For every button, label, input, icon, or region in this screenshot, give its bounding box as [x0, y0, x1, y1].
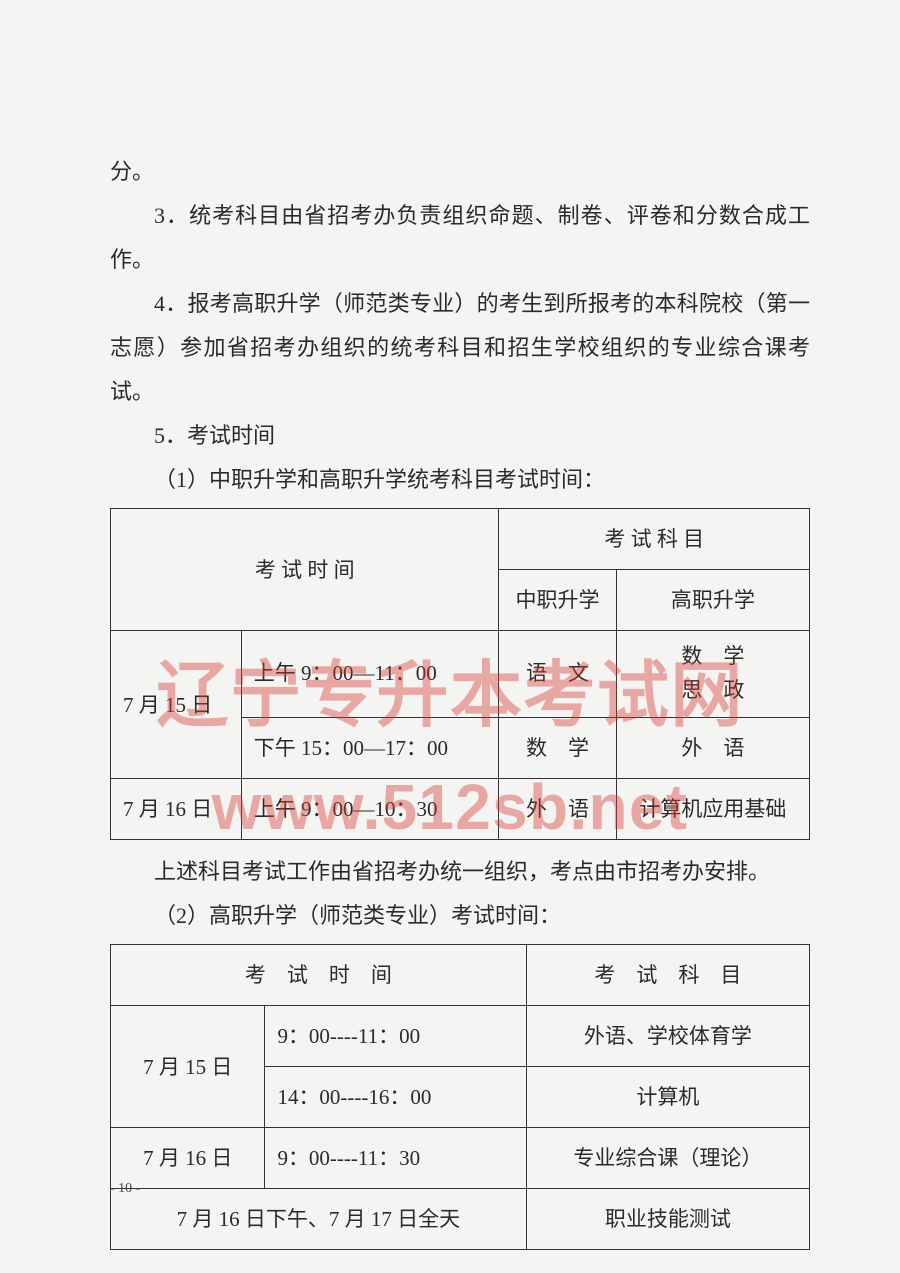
- cell-slot: 14：00----16：00: [265, 1067, 526, 1128]
- cell-slot: 9：00----11：30: [265, 1128, 526, 1189]
- cell-line: 数 学: [623, 640, 803, 674]
- cell-date: 7 月 15 日: [111, 1006, 265, 1128]
- cell-subject: 计算机应用基础: [616, 779, 809, 840]
- page-number: - 10 -: [110, 1175, 140, 1203]
- cell-subject: 外 语: [499, 779, 616, 840]
- cell-date: 7 月 16 日: [111, 779, 242, 840]
- header-time: 考 试 时 间: [111, 509, 499, 631]
- paragraph-7: 上述科目考试工作由省招考办统一组织，考点由市招考办安排。: [110, 850, 810, 894]
- table-row: 考 试 时 间 考 试 科 目: [111, 509, 810, 570]
- cell-subject: 语 文: [499, 631, 616, 718]
- table-row: 7 月 16 日 上午 9：00—10：30 外 语 计算机应用基础: [111, 779, 810, 840]
- table-row: 7 月 16 日下午、7 月 17 日全天 职业技能测试: [111, 1189, 810, 1250]
- paragraph-8: （2）高职升学（师范类专业）考试时间：: [110, 894, 810, 938]
- cell-slot: 下午 15：00—17：00: [241, 718, 499, 779]
- document-page: 分。 3．统考科目由省招考办负责组织命题、制卷、评卷和分数合成工作。 4．报考高…: [0, 0, 900, 1273]
- header-zhongzhi: 中职升学: [499, 570, 616, 631]
- cell-slot: 上午 9：00—10：30: [241, 779, 499, 840]
- cell-slot: 上午 9：00—11：00: [241, 631, 499, 718]
- header-time: 考 试 时 间: [111, 945, 527, 1006]
- paragraph-6: （1）中职升学和高职升学统考科目考试时间：: [110, 458, 810, 502]
- paragraph-5: 5．考试时间: [110, 414, 810, 458]
- cell-line: 思 政: [623, 674, 803, 708]
- cell-subject: 计算机: [526, 1067, 809, 1128]
- cell-date-full: 7 月 16 日下午、7 月 17 日全天: [111, 1189, 527, 1250]
- header-subject: 考 试 科 目: [499, 509, 810, 570]
- table-row: 考 试 时 间 考 试 科 目: [111, 945, 810, 1006]
- cell-subject: 数 学 思 政: [616, 631, 809, 718]
- table-row: 7 月 16 日 9：00----11：30 专业综合课（理论）: [111, 1128, 810, 1189]
- schedule-table-1: 考 试 时 间 考 试 科 目 中职升学 高职升学 7 月 15 日 上午 9：…: [110, 508, 810, 840]
- paragraph-3: 3．统考科目由省招考办负责组织命题、制卷、评卷和分数合成工作。: [110, 194, 810, 282]
- table-row: 7 月 15 日 9：00----11：00 外语、学校体育学: [111, 1006, 810, 1067]
- schedule-table-2: 考 试 时 间 考 试 科 目 7 月 15 日 9：00----11：00 外…: [110, 944, 810, 1250]
- header-subject: 考 试 科 目: [526, 945, 809, 1006]
- header-gaozhi: 高职升学: [616, 570, 809, 631]
- table-row: 7 月 15 日 上午 9：00—11：00 语 文 数 学 思 政: [111, 631, 810, 718]
- cell-date: 7 月 15 日: [111, 631, 242, 779]
- cell-subject: 外 语: [616, 718, 809, 779]
- paragraph-1: 分。: [110, 150, 810, 194]
- cell-subject: 职业技能测试: [526, 1189, 809, 1250]
- cell-subject: 外语、学校体育学: [526, 1006, 809, 1067]
- cell-slot: 9：00----11：00: [265, 1006, 526, 1067]
- cell-subject: 数 学: [499, 718, 616, 779]
- paragraph-4: 4．报考高职升学（师范类专业）的考生到所报考的本科院校（第一志愿）参加省招考办组…: [110, 282, 810, 414]
- cell-subject: 专业综合课（理论）: [526, 1128, 809, 1189]
